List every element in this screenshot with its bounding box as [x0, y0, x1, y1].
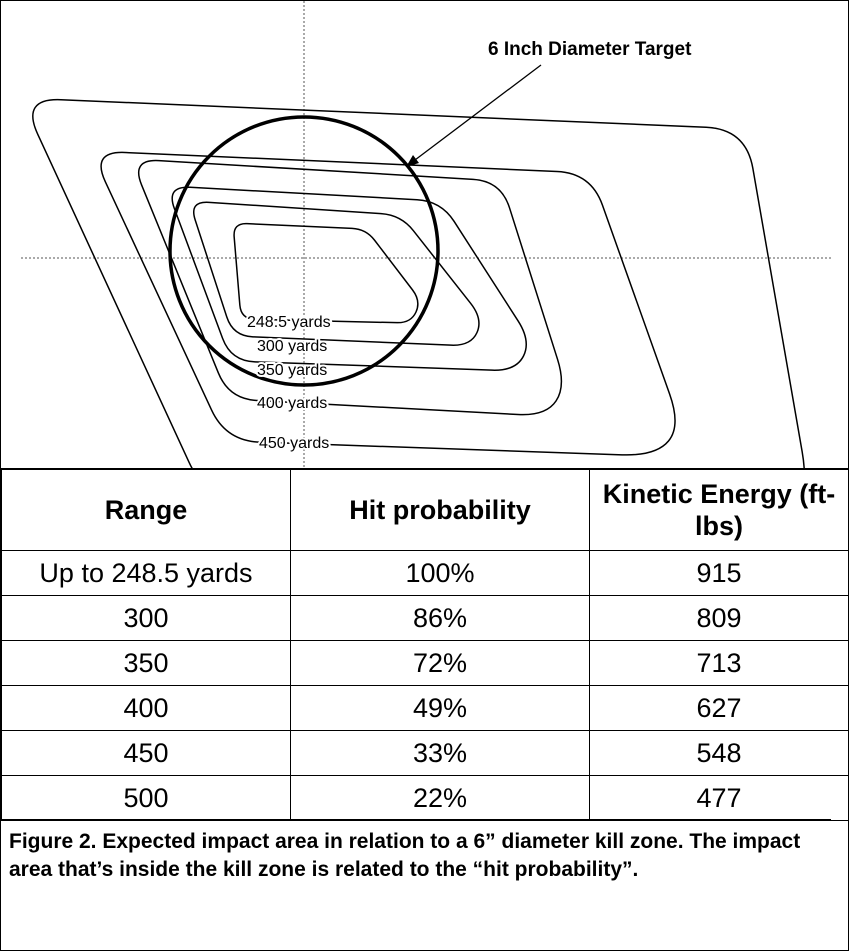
row: 400 49% 627	[1, 685, 848, 731]
contour	[233, 222, 419, 324]
header-cell: Range	[1, 468, 291, 551]
target-circle	[168, 115, 440, 387]
cell: Up to 248.5 yards	[1, 550, 291, 596]
contour-label: 350 yards	[257, 362, 327, 379]
header-cell: Kinetic Energy (ft-lbs)	[589, 468, 848, 551]
cell: 500	[1, 775, 291, 821]
row: 500 22% 477	[1, 775, 848, 821]
cell: 33%	[290, 730, 590, 776]
cell: 915	[589, 550, 848, 596]
cell: 450	[1, 730, 291, 776]
contour-label: 300 yards	[257, 338, 327, 355]
contour-label: 450 yards	[259, 435, 329, 452]
cell: 548	[589, 730, 848, 776]
table: Range Hit probability Kinetic Energy (ft-l…	[1, 468, 848, 821]
cell: 350	[1, 640, 291, 686]
cell: 713	[589, 640, 848, 686]
header-cell: Hit probability	[290, 468, 590, 551]
cell: 477	[589, 775, 848, 821]
cell: 809	[589, 595, 848, 641]
row: 450 33% 548	[1, 730, 848, 776]
arrow	[410, 64, 542, 164]
arrow-head	[406, 155, 419, 167]
cell: 300	[1, 595, 291, 641]
contour	[171, 186, 527, 371]
cell: 49%	[290, 685, 590, 731]
caption: Figure 2. Expected impact area in relati…	[1, 819, 831, 892]
cell: 627	[589, 685, 848, 731]
row: 300 86% 809	[1, 595, 848, 641]
cell: 22%	[290, 775, 590, 821]
cell: 100%	[290, 550, 590, 596]
cell: 400	[1, 685, 291, 731]
row: 350 72% 713	[1, 640, 848, 686]
contour	[137, 159, 563, 416]
diagram: 6 Inch Diameter Target 248.5 yards 300 ya…	[21, 1, 831, 468]
cell: 72%	[290, 640, 590, 686]
contour-label: 400 yards	[257, 395, 327, 412]
annotation: 6 Inch Diameter Target	[488, 39, 692, 60]
contour	[192, 201, 480, 346]
contour	[100, 151, 676, 456]
contours	[32, 98, 805, 468]
contour	[32, 98, 805, 468]
contour-label: 248.5 yards	[247, 314, 331, 331]
row: Up to 248.5 yards 100% 915	[1, 550, 848, 596]
cell: 86%	[290, 595, 590, 641]
